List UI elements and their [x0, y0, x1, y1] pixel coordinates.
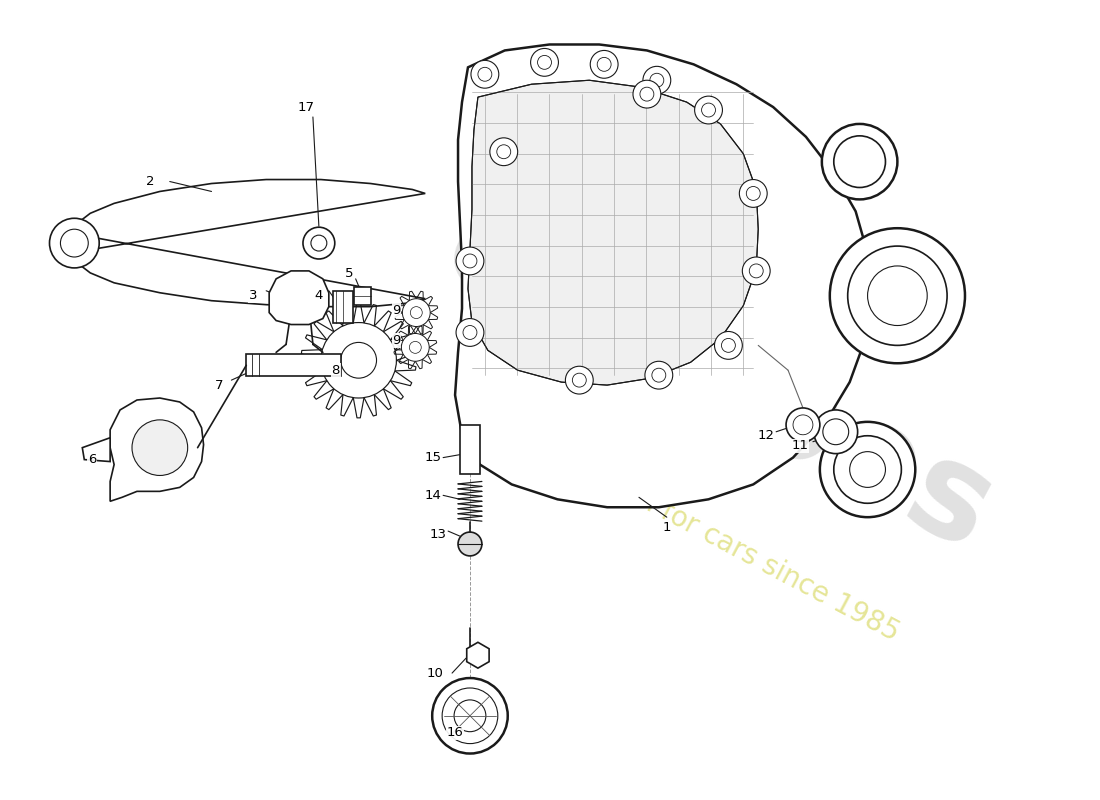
Circle shape [822, 124, 898, 199]
Circle shape [321, 322, 396, 398]
Text: 8: 8 [331, 364, 340, 377]
Polygon shape [455, 45, 870, 507]
Polygon shape [460, 425, 480, 474]
Polygon shape [110, 398, 204, 502]
Circle shape [456, 318, 484, 346]
Text: 17: 17 [297, 101, 315, 114]
Text: 11: 11 [792, 439, 808, 452]
Circle shape [694, 96, 723, 124]
Circle shape [132, 420, 188, 475]
Text: 2: 2 [145, 175, 154, 188]
Text: 6: 6 [88, 453, 97, 466]
Polygon shape [270, 271, 329, 325]
Circle shape [432, 678, 508, 754]
Circle shape [632, 80, 661, 108]
Circle shape [471, 60, 498, 88]
Text: 5: 5 [344, 267, 353, 280]
Circle shape [458, 532, 482, 556]
Polygon shape [82, 438, 110, 462]
Text: 16: 16 [447, 726, 463, 739]
Circle shape [786, 408, 820, 442]
Circle shape [402, 334, 429, 362]
Text: 1: 1 [662, 521, 671, 534]
Polygon shape [354, 286, 371, 305]
Circle shape [490, 138, 518, 166]
Text: 14: 14 [425, 489, 441, 502]
Circle shape [742, 257, 770, 285]
Polygon shape [70, 179, 426, 306]
Circle shape [645, 362, 673, 389]
Circle shape [591, 50, 618, 78]
Text: 9: 9 [393, 334, 400, 347]
Text: 13: 13 [430, 527, 447, 541]
Text: europes: europes [422, 182, 1014, 578]
Text: 15: 15 [425, 451, 442, 464]
Text: 9: 9 [393, 304, 400, 317]
Text: 3: 3 [249, 290, 257, 302]
Circle shape [456, 247, 484, 275]
Text: a passion for cars since 1985: a passion for cars since 1985 [532, 431, 904, 646]
Polygon shape [466, 642, 490, 668]
Polygon shape [468, 80, 758, 385]
Text: 10: 10 [427, 666, 443, 679]
Circle shape [302, 227, 334, 259]
Circle shape [403, 298, 430, 326]
Circle shape [530, 49, 559, 76]
Circle shape [739, 179, 767, 207]
Circle shape [565, 366, 593, 394]
Circle shape [50, 218, 99, 268]
Text: 7: 7 [216, 378, 223, 392]
Circle shape [820, 422, 915, 517]
Text: 12: 12 [758, 430, 774, 442]
Circle shape [715, 331, 742, 359]
Circle shape [814, 410, 858, 454]
Polygon shape [333, 290, 353, 322]
Circle shape [829, 228, 965, 363]
Circle shape [642, 66, 671, 94]
Text: 4: 4 [315, 290, 323, 302]
Polygon shape [246, 354, 341, 376]
